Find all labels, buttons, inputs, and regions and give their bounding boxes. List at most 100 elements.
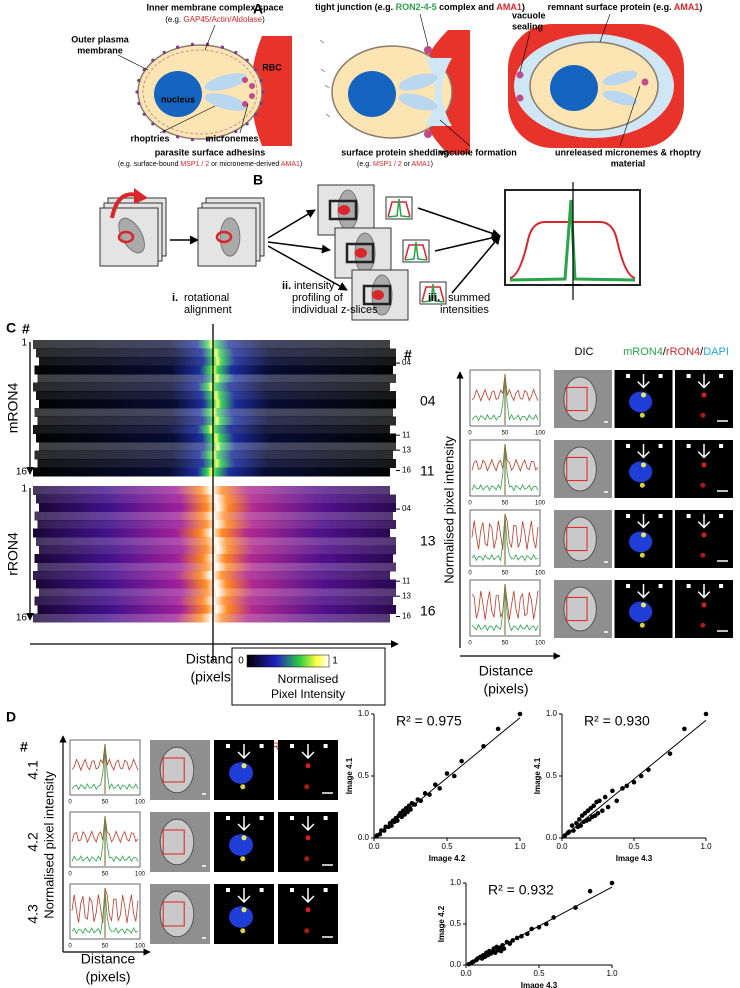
- heatmap-row: [39, 399, 396, 409]
- point: [551, 915, 556, 920]
- dic-cell: [563, 516, 597, 562]
- row-label: 13: [420, 533, 436, 549]
- heatmap-row: [37, 374, 396, 383]
- profile-tick: 50: [102, 800, 109, 806]
- surface-protein: [190, 138, 195, 142]
- heatmap-row: [39, 357, 396, 366]
- point: [412, 802, 418, 807]
- marker: [719, 514, 724, 518]
- leader: [204, 24, 216, 51]
- marker: [290, 816, 294, 820]
- x-tick-label: 1.0: [606, 969, 618, 978]
- point: [624, 783, 630, 789]
- profile-green: [421, 283, 445, 303]
- ron4-dot: [639, 412, 645, 418]
- x-axis-label: Image 4.3: [616, 854, 653, 863]
- point: [501, 946, 507, 951]
- profile-tick: 0: [68, 800, 72, 806]
- panel-label: B: [253, 172, 263, 188]
- surface-protein: [176, 45, 180, 49]
- heatmap-row: [36, 494, 396, 504]
- point: [682, 726, 687, 732]
- point: [614, 798, 620, 804]
- marker: [686, 374, 691, 378]
- y-tick-label: 1.0: [358, 709, 370, 718]
- signal: [372, 290, 384, 300]
- roi: [362, 284, 392, 306]
- y-tick-label: 0.5: [450, 919, 462, 928]
- point: [377, 831, 383, 837]
- roi: [162, 757, 185, 783]
- roi: [566, 526, 588, 552]
- marker: [323, 888, 328, 892]
- label: mRON4/rRON4/DAPI: [623, 346, 729, 358]
- label: Normalised: [278, 672, 339, 686]
- label: Distance: [186, 651, 241, 667]
- row-end: 16: [16, 467, 28, 478]
- pointer-arrow: [301, 816, 315, 832]
- point: [595, 810, 601, 816]
- ron4-dot: [701, 532, 707, 538]
- point: [459, 758, 464, 764]
- text-part: or microneme-derived: [209, 161, 281, 168]
- ron4-dot: [305, 835, 311, 841]
- heatmap-row: [34, 511, 393, 521]
- label: Inner membrane complex space: [146, 2, 283, 12]
- marker: [686, 444, 691, 448]
- text-part: (e.g.: [357, 161, 373, 168]
- dapi: [229, 906, 253, 928]
- heatmap-row: [34, 365, 393, 375]
- row-label: 13: [402, 591, 411, 600]
- marker: [259, 888, 264, 892]
- roi: [328, 199, 358, 221]
- roi: [345, 242, 375, 264]
- label: iii.: [428, 292, 440, 304]
- x-tick-label: 0.0: [556, 842, 568, 851]
- panel-label: D: [6, 709, 16, 725]
- rhoptry: [204, 73, 248, 91]
- marker: [719, 584, 724, 588]
- label: micronemes: [205, 133, 258, 143]
- text-part: ): [431, 161, 433, 168]
- surface-protein: [142, 112, 146, 116]
- profile-tick: 50: [502, 571, 509, 577]
- profile-tick: 0: [468, 571, 472, 577]
- pointer-arrow: [237, 816, 251, 832]
- heatmap-row: [37, 520, 396, 529]
- heatmap-row: [36, 391, 396, 400]
- dic-cell: [159, 746, 195, 794]
- roi: [162, 901, 185, 927]
- surface-protein: [162, 50, 166, 55]
- profile-tick: 0: [468, 641, 472, 647]
- x-tick-label: 0.0: [460, 969, 472, 978]
- ron4-dot: [700, 622, 706, 628]
- surface-protein: [135, 90, 139, 94]
- point: [507, 941, 513, 946]
- marker: [719, 444, 724, 448]
- profile-tick: 50: [502, 501, 509, 507]
- profile-tick: 100: [135, 800, 146, 806]
- label: alignment: [184, 304, 232, 316]
- point: [381, 828, 387, 833]
- signal: [338, 205, 350, 215]
- row-label: 4.1: [25, 760, 41, 780]
- label: DIC: [575, 346, 594, 358]
- marker: [290, 744, 294, 748]
- point: [578, 823, 584, 828]
- text-part: ): [300, 161, 302, 168]
- ron4-dot: [701, 462, 707, 468]
- row-label: 16: [420, 603, 436, 619]
- point: [408, 807, 413, 812]
- leader: [239, 103, 249, 134]
- remnant-protein: [516, 94, 524, 102]
- point: [610, 788, 615, 794]
- profile-tick: 0: [468, 501, 472, 507]
- point: [569, 823, 575, 828]
- surface-protein: [137, 101, 141, 106]
- text-part: RON2-4-5: [396, 2, 437, 12]
- point: [452, 773, 457, 779]
- text-part: /: [663, 346, 667, 358]
- pointer-arrow: [697, 374, 711, 389]
- roi: [162, 829, 185, 855]
- point: [703, 711, 709, 717]
